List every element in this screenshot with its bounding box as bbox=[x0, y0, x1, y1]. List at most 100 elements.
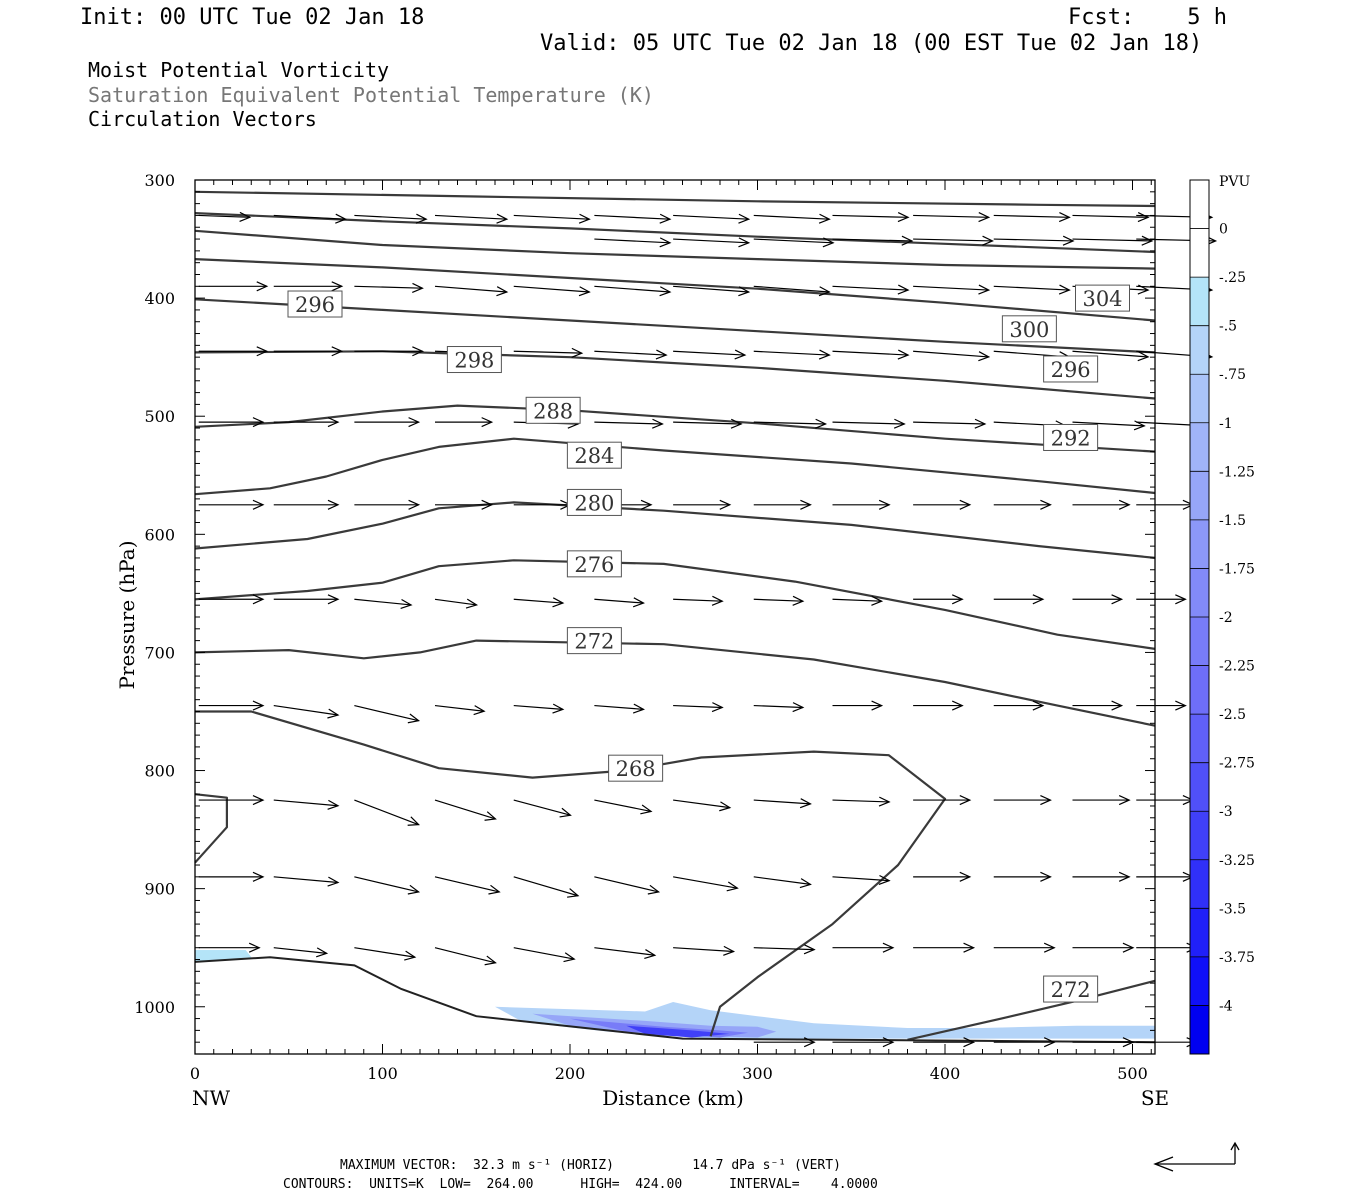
vector-arrow bbox=[1072, 871, 1131, 882]
contour-line-1 bbox=[194, 212, 1156, 254]
vector-arrow bbox=[832, 942, 895, 953]
vector-shaft bbox=[594, 704, 644, 710]
vector-arrow bbox=[434, 213, 509, 224]
vector-arrow bbox=[832, 418, 906, 429]
vector-shaft bbox=[673, 876, 738, 889]
vector-head bbox=[316, 947, 329, 958]
vector-arrow bbox=[993, 499, 1052, 510]
colorbar-tick-label: -3.75 bbox=[1219, 950, 1255, 966]
x-tick-label: 400 bbox=[930, 1064, 961, 1083]
contour-line-7 bbox=[194, 437, 1156, 496]
vector-head bbox=[252, 700, 265, 711]
colorbar-tick-label: -1.25 bbox=[1219, 464, 1255, 480]
vector-head bbox=[951, 594, 964, 605]
vector-shaft bbox=[913, 214, 989, 218]
vector-arrow bbox=[913, 235, 994, 246]
vector-arrow bbox=[273, 499, 340, 510]
vector-arrow bbox=[594, 418, 664, 429]
vector-arrow bbox=[832, 1037, 895, 1048]
reference-vector-icon bbox=[1153, 1141, 1240, 1172]
vector-shaft bbox=[513, 285, 590, 293]
vector-head bbox=[644, 949, 657, 960]
contour-label-text: 276 bbox=[574, 553, 614, 577]
vector-shaft bbox=[594, 238, 671, 244]
colorbar-tick-label: -2.75 bbox=[1219, 756, 1255, 772]
vector-head bbox=[738, 286, 751, 297]
vector-shaft bbox=[993, 285, 1070, 291]
colorbar-bin bbox=[1190, 811, 1209, 861]
vector-shaft bbox=[832, 285, 909, 291]
y-tick-label: 900 bbox=[144, 880, 175, 899]
colorbar-tick-label: -2.25 bbox=[1219, 659, 1255, 675]
vector-arrow bbox=[1072, 499, 1131, 510]
y-tick-label: 500 bbox=[144, 407, 175, 426]
vector-shaft bbox=[354, 704, 419, 722]
vector-shaft bbox=[354, 799, 419, 826]
contour-line-2 bbox=[194, 229, 1156, 270]
vector-arrow bbox=[913, 871, 972, 882]
vector-shaft bbox=[434, 285, 507, 293]
contour-label-box bbox=[1043, 355, 1099, 383]
vector-shaft bbox=[993, 238, 1074, 242]
vector-arrow bbox=[354, 799, 421, 826]
y-tick-label: 1000 bbox=[134, 998, 175, 1017]
vector-head bbox=[327, 499, 340, 510]
contour-label-box bbox=[566, 550, 622, 578]
vector-arrow bbox=[913, 795, 972, 806]
vector-head bbox=[978, 212, 991, 223]
contour-label: 288 bbox=[525, 396, 581, 424]
x-end-label-right: SE bbox=[1141, 1086, 1169, 1110]
x-axis-label: Distance (km) bbox=[602, 1086, 744, 1110]
vector-shaft bbox=[513, 704, 563, 710]
vector-head bbox=[578, 213, 591, 224]
vector-shaft bbox=[753, 598, 803, 602]
vector-head bbox=[465, 598, 479, 609]
vector-arrow bbox=[1072, 700, 1124, 711]
vector-shaft bbox=[753, 214, 830, 220]
vector-arrow bbox=[435, 417, 494, 428]
vector-arrow bbox=[594, 597, 645, 608]
contour-line-5 bbox=[194, 350, 1156, 400]
contour-label-box bbox=[446, 346, 502, 374]
vector-arrow bbox=[1136, 499, 1195, 510]
vector-head bbox=[640, 499, 653, 510]
vector-head bbox=[1175, 594, 1187, 605]
vector-arrow bbox=[832, 874, 891, 885]
vector-shaft bbox=[513, 598, 563, 604]
y-tick-label: 700 bbox=[144, 643, 175, 662]
contour-label-text: 288 bbox=[533, 399, 573, 423]
vector-arrow bbox=[434, 947, 497, 966]
vector-head bbox=[327, 799, 340, 810]
vector-head bbox=[659, 213, 672, 224]
vector-shaft bbox=[513, 350, 582, 354]
pvu-colorbar: PVU 0 -.25 -.5 -.75 -1 -1.25 -1.5 -1.75 -2 -2.25 -2… bbox=[1189, 174, 1255, 1055]
vector-shaft bbox=[673, 285, 749, 293]
vector-arrow bbox=[993, 212, 1071, 223]
vector-head bbox=[1062, 235, 1075, 246]
vector-head bbox=[974, 418, 987, 429]
vector-arrow bbox=[753, 349, 831, 360]
contour-label-text: 272 bbox=[1051, 978, 1091, 1002]
vector-arrow bbox=[753, 418, 828, 429]
init-time: Init: 00 UTC Tue 02 Jan 18 bbox=[80, 5, 425, 30]
vector-arrow bbox=[673, 213, 751, 224]
contour-label-text: 304 bbox=[1082, 287, 1122, 311]
contour-line-0 bbox=[194, 190, 1156, 208]
vector-arrow bbox=[434, 704, 486, 716]
colorbar-tick-label: -.25 bbox=[1219, 270, 1246, 286]
vector-arrow bbox=[273, 704, 340, 719]
vector-head bbox=[726, 881, 739, 892]
vector-head bbox=[484, 811, 497, 821]
vector-shaft bbox=[354, 876, 419, 893]
vector-arrow bbox=[273, 281, 344, 292]
vector-shaft bbox=[753, 799, 811, 805]
contour-line-9 bbox=[194, 559, 1156, 650]
vector-head bbox=[893, 418, 906, 429]
vector-arrow bbox=[1072, 1037, 1135, 1048]
vector-head bbox=[632, 597, 645, 608]
vector-shaft bbox=[673, 214, 749, 220]
vector-head bbox=[803, 1037, 816, 1048]
vector-arrow bbox=[832, 499, 891, 510]
vector-head bbox=[571, 347, 584, 358]
vector-arrow bbox=[913, 942, 976, 953]
